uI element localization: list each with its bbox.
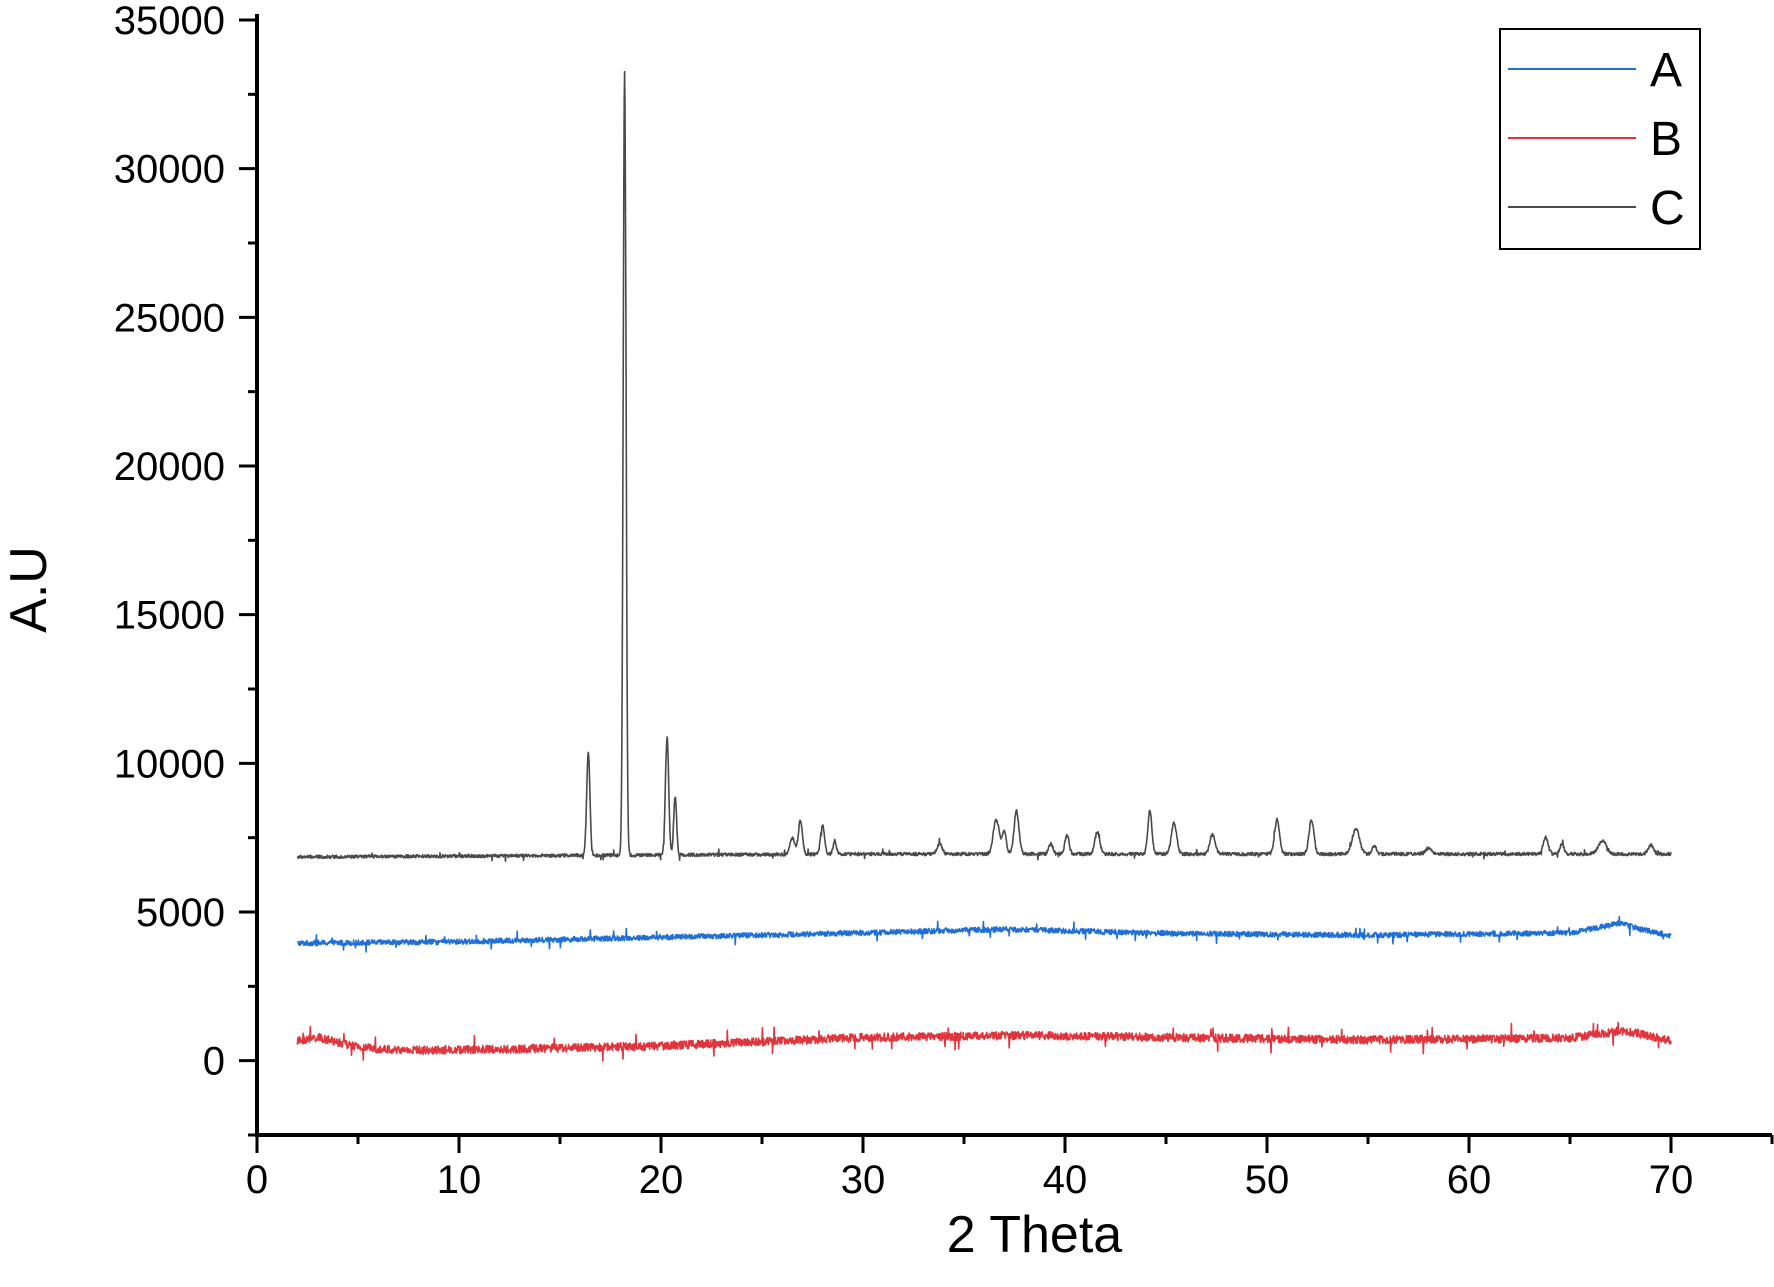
y-tick-label: 0	[203, 1040, 225, 1084]
x-tick-label: 0	[246, 1158, 268, 1202]
x-tick-label: 70	[1649, 1158, 1694, 1202]
y-tick-label: 20000	[114, 445, 225, 489]
y-tick-label: 30000	[114, 148, 225, 192]
series-line-C	[296, 70, 1672, 862]
legend-label-A: A	[1650, 44, 1682, 97]
y-axis-title: A.U	[0, 546, 58, 633]
x-tick-label: 40	[1043, 1158, 1088, 1202]
x-tick-label: 60	[1447, 1158, 1492, 1202]
legend-label-B: B	[1650, 113, 1682, 166]
y-tick-label: 35000	[114, 0, 225, 43]
x-tick-label: 50	[1245, 1158, 1290, 1202]
series-line-B	[296, 1021, 1672, 1062]
series-line-A	[297, 915, 1672, 953]
x-axis-title: 2 Theta	[947, 1206, 1122, 1264]
y-tick-label: 5000	[136, 891, 225, 935]
legend-label-C: C	[1650, 182, 1685, 235]
legend: ABC	[1499, 28, 1701, 250]
x-tick-label: 10	[437, 1158, 482, 1202]
y-tick-label: 15000	[114, 594, 225, 638]
x-tick-label: 30	[841, 1158, 886, 1202]
y-tick-label: 25000	[114, 296, 225, 340]
y-tick-label: 10000	[114, 742, 225, 786]
plot-lines	[296, 70, 1672, 1062]
x-tick-label: 20	[639, 1158, 684, 1202]
